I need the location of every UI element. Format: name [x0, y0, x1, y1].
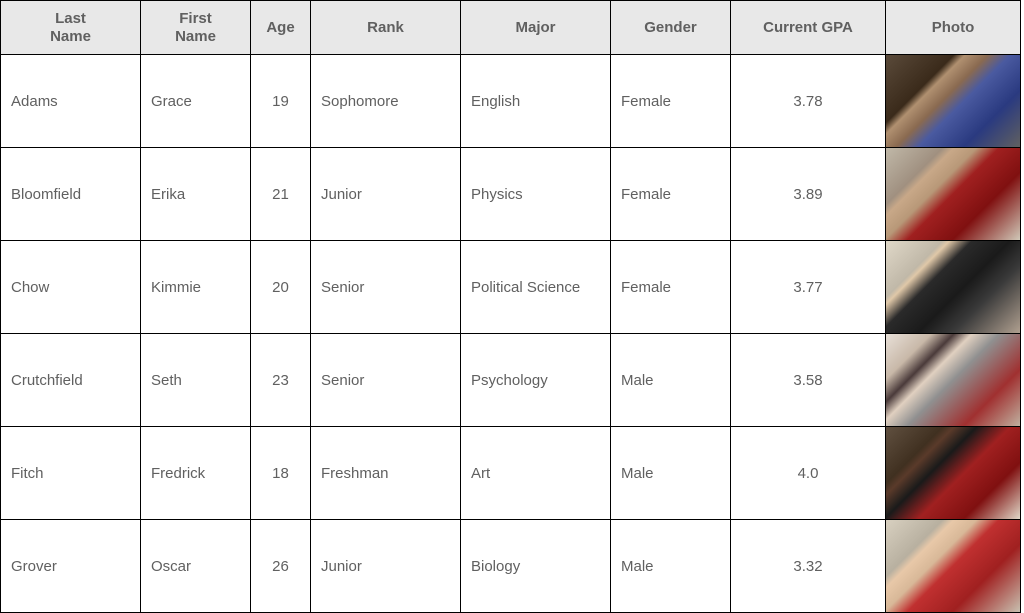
cell-gender: Male	[611, 334, 731, 427]
table-row: Fitch Fredrick 18 Freshman Art Male 4.0	[1, 427, 1021, 520]
cell-gpa: 3.78	[731, 55, 886, 148]
student-photo	[886, 241, 1020, 333]
col-header-major: Major	[461, 1, 611, 55]
cell-first-name: Grace	[141, 55, 251, 148]
cell-first-name: Seth	[141, 334, 251, 427]
cell-gender: Male	[611, 427, 731, 520]
cell-age: 26	[251, 520, 311, 613]
student-photo	[886, 427, 1020, 519]
cell-last-name: Bloomfield	[1, 148, 141, 241]
table-body: Adams Grace 19 Sophomore English Female …	[1, 55, 1021, 613]
table-row: Bloomfield Erika 21 Junior Physics Femal…	[1, 148, 1021, 241]
cell-photo	[886, 148, 1021, 241]
cell-major: Biology	[461, 520, 611, 613]
cell-gpa: 3.58	[731, 334, 886, 427]
col-header-first-name: FirstName	[141, 1, 251, 55]
cell-last-name: Crutchfield	[1, 334, 141, 427]
student-photo	[886, 520, 1020, 612]
cell-gender: Female	[611, 148, 731, 241]
student-photo	[886, 334, 1020, 426]
cell-age: 20	[251, 241, 311, 334]
cell-photo	[886, 55, 1021, 148]
cell-rank: Junior	[311, 148, 461, 241]
col-header-rank: Rank	[311, 1, 461, 55]
table-header-row: LastName FirstName Age Rank Major Gender…	[1, 1, 1021, 55]
cell-rank: Sophomore	[311, 55, 461, 148]
col-header-photo: Photo	[886, 1, 1021, 55]
cell-rank: Junior	[311, 520, 461, 613]
cell-gender: Female	[611, 55, 731, 148]
cell-age: 19	[251, 55, 311, 148]
cell-gender: Male	[611, 520, 731, 613]
col-header-gpa: Current GPA	[731, 1, 886, 55]
cell-first-name: Erika	[141, 148, 251, 241]
cell-major: Art	[461, 427, 611, 520]
cell-last-name: Grover	[1, 520, 141, 613]
cell-major: Physics	[461, 148, 611, 241]
student-photo	[886, 55, 1020, 147]
col-header-last-name: LastName	[1, 1, 141, 55]
cell-rank: Senior	[311, 334, 461, 427]
cell-rank: Senior	[311, 241, 461, 334]
cell-first-name: Kimmie	[141, 241, 251, 334]
cell-photo	[886, 520, 1021, 613]
student-photo	[886, 148, 1020, 240]
student-table: LastName FirstName Age Rank Major Gender…	[0, 0, 1021, 613]
cell-photo	[886, 241, 1021, 334]
cell-major: Political Science	[461, 241, 611, 334]
cell-last-name: Chow	[1, 241, 141, 334]
cell-rank: Freshman	[311, 427, 461, 520]
table-row: Chow Kimmie 20 Senior Political Science …	[1, 241, 1021, 334]
cell-last-name: Adams	[1, 55, 141, 148]
table-row: Grover Oscar 26 Junior Biology Male 3.32	[1, 520, 1021, 613]
cell-photo	[886, 427, 1021, 520]
cell-gpa: 3.89	[731, 148, 886, 241]
cell-gpa: 3.32	[731, 520, 886, 613]
cell-major: English	[461, 55, 611, 148]
cell-major: Psychology	[461, 334, 611, 427]
cell-last-name: Fitch	[1, 427, 141, 520]
cell-first-name: Oscar	[141, 520, 251, 613]
cell-gpa: 4.0	[731, 427, 886, 520]
col-header-age: Age	[251, 1, 311, 55]
table-row: Adams Grace 19 Sophomore English Female …	[1, 55, 1021, 148]
cell-first-name: Fredrick	[141, 427, 251, 520]
cell-photo	[886, 334, 1021, 427]
cell-gpa: 3.77	[731, 241, 886, 334]
cell-age: 18	[251, 427, 311, 520]
cell-age: 23	[251, 334, 311, 427]
cell-age: 21	[251, 148, 311, 241]
cell-gender: Female	[611, 241, 731, 334]
col-header-gender: Gender	[611, 1, 731, 55]
table-row: Crutchfield Seth 23 Senior Psychology Ma…	[1, 334, 1021, 427]
